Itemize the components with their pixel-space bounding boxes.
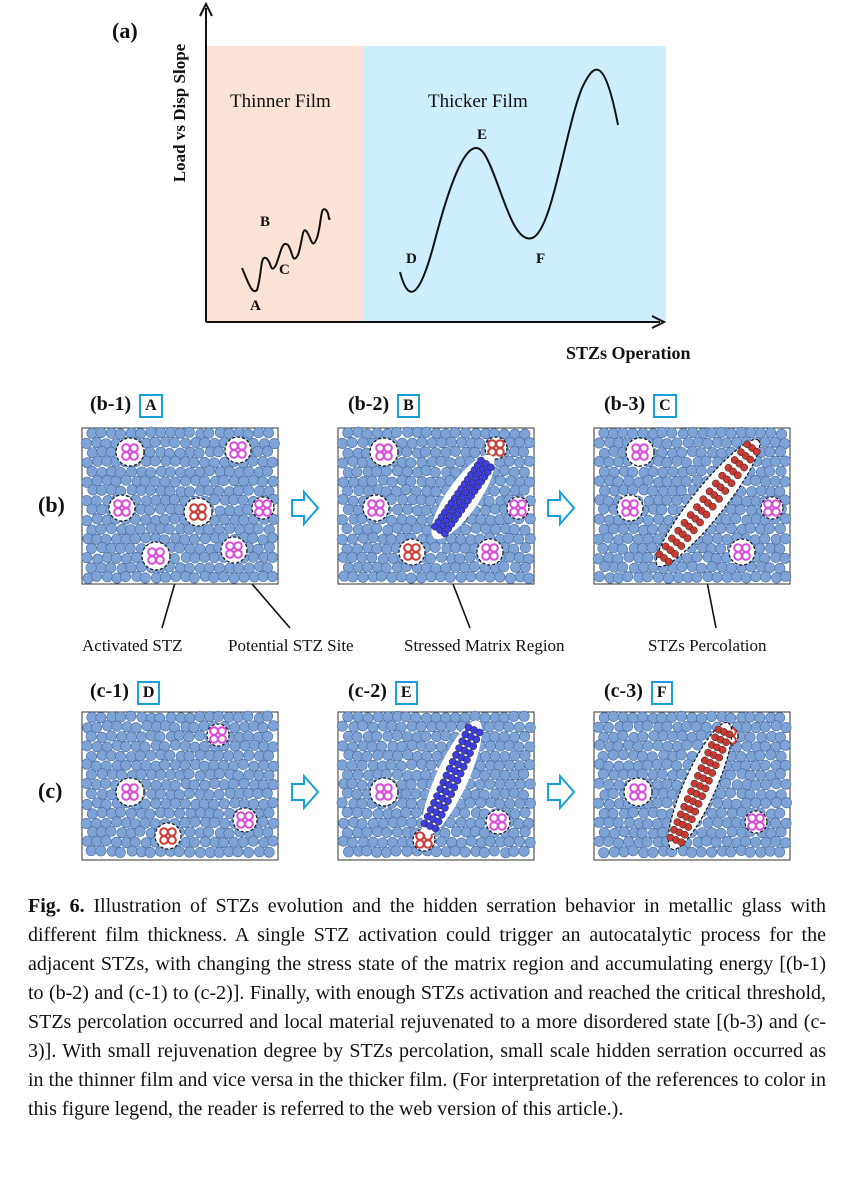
stz-cluster [108, 494, 136, 522]
state-box-f: F [650, 681, 673, 705]
thicker-film-label: Thicker Film [428, 91, 528, 112]
point-label-d: D [406, 251, 417, 267]
thicker-film-region [364, 46, 666, 322]
annotation-stzs-percolation: STZs Percolation [648, 636, 767, 655]
stz-cluster [506, 496, 530, 520]
state-box-c: C [653, 394, 677, 418]
stz-cluster [115, 437, 145, 467]
point-label-b: B [260, 214, 271, 230]
stz-cluster [760, 496, 784, 520]
stz-cluster [224, 436, 252, 464]
flow-arrow-icon [291, 489, 576, 811]
point-label-c: C [279, 262, 290, 278]
panel-c2-label: (c-2) E [348, 680, 418, 705]
thinner-film-curve [241, 208, 331, 293]
stz-cluster [398, 538, 426, 566]
stz-band [666, 721, 734, 851]
x-axis-arrow [651, 315, 667, 329]
point-label-f: F [536, 251, 546, 267]
annotation-activated-stz: Activated STZ [82, 636, 183, 655]
annotation-stressed-matrix-region: Stressed Matrix Region [404, 636, 565, 655]
stz-band [655, 438, 761, 568]
stz-cluster [744, 810, 768, 834]
state-box-d: D [136, 681, 161, 705]
stz-band [431, 454, 495, 540]
stz-cluster [485, 809, 511, 835]
stz-cluster [251, 496, 275, 520]
panel-c1 [80, 710, 280, 861]
stz-cluster [616, 494, 644, 522]
thinner-film-label: Thinner Film [230, 91, 331, 112]
panel-b3-label: (b-3) C [604, 393, 677, 418]
panel-a-label: (a) [112, 18, 138, 43]
panel-c2 [336, 710, 536, 861]
stz-cluster [476, 538, 504, 566]
atom-panels [80, 426, 792, 861]
panel-b2-label: (b-2) B [348, 393, 420, 418]
thinner-film-region [206, 46, 364, 322]
point-label-a: A [250, 298, 261, 314]
stz-cluster [183, 497, 213, 527]
stz-cluster [625, 437, 655, 467]
stz-cluster [369, 437, 399, 467]
annotation-potential-stz-site: Potential STZ Site [228, 636, 354, 655]
state-box-b: B [397, 394, 420, 418]
thicker-film-curve [399, 68, 619, 293]
y-axis-arrow [199, 1, 213, 17]
row-b-label: (b) [38, 492, 65, 517]
panel-a-chart [199, 1, 667, 329]
stz-cluster [220, 536, 248, 564]
stz-cluster [728, 538, 756, 566]
row-c-label: (c) [38, 778, 63, 803]
state-box-a: A [139, 394, 163, 418]
x-axis-label: STZs Operation [566, 343, 691, 363]
caption-fig-label: Fig. 6. [28, 895, 85, 917]
point-label-e: E [477, 127, 488, 143]
stz-cluster [141, 541, 171, 571]
panel-c1-label: (c-1) D [90, 680, 161, 705]
stz-cluster [369, 777, 399, 807]
stz-cluster [484, 436, 508, 460]
state-box-e: E [394, 681, 418, 705]
stz-cluster [154, 822, 182, 850]
stz-band [420, 720, 484, 836]
stz-cluster [623, 777, 653, 807]
panel-c3-label: (c-3) F [604, 680, 673, 705]
stz-cluster [232, 807, 258, 833]
stz-cluster [115, 777, 145, 807]
stz-cluster [362, 494, 390, 522]
caption-text: Illustration of STZs evolution and the h… [28, 895, 826, 1120]
figure-caption: Fig. 6. Illustration of STZs evolution a… [28, 892, 826, 1124]
panel-b1-label: (b-1) A [90, 393, 163, 418]
stz-cluster [206, 723, 230, 747]
